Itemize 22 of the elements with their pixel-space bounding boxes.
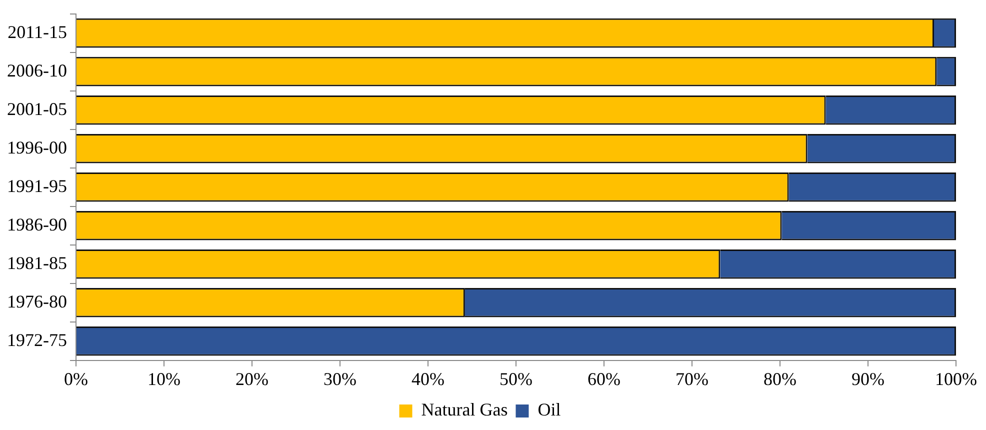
x-tick-label: 40% <box>411 368 444 389</box>
x-tick-label: 70% <box>676 368 708 389</box>
y-tick-label: 2011-15 <box>8 22 67 42</box>
y-tick-label: 1996-00 <box>6 137 67 158</box>
x-tick-label: 30% <box>323 368 356 389</box>
legend-label: Oil <box>538 400 561 420</box>
x-tick-label: 60% <box>588 368 620 389</box>
y-tick-label: 1991-95 <box>6 176 67 196</box>
x-tick-label: 20% <box>235 368 268 389</box>
y-tick-label: 2006-10 <box>6 60 67 80</box>
x-tick-label: 50% <box>499 368 532 389</box>
x-tick-label: 80% <box>764 368 796 389</box>
y-tick-label: 1981-85 <box>6 252 67 273</box>
legend-label: Natural Gas <box>421 400 508 420</box>
y-tick-label: 1986-90 <box>6 214 67 234</box>
x-tick-label: 90% <box>852 368 884 389</box>
y-tick-label: 1976-80 <box>6 291 67 312</box>
x-tick-label: 10% <box>147 368 180 389</box>
y-tick-label: 1972-75 <box>6 330 67 350</box>
x-tick-label: 100% <box>935 368 977 389</box>
x-tick-label: 0% <box>64 368 88 389</box>
y-tick-label: 2001-05 <box>6 98 67 119</box>
